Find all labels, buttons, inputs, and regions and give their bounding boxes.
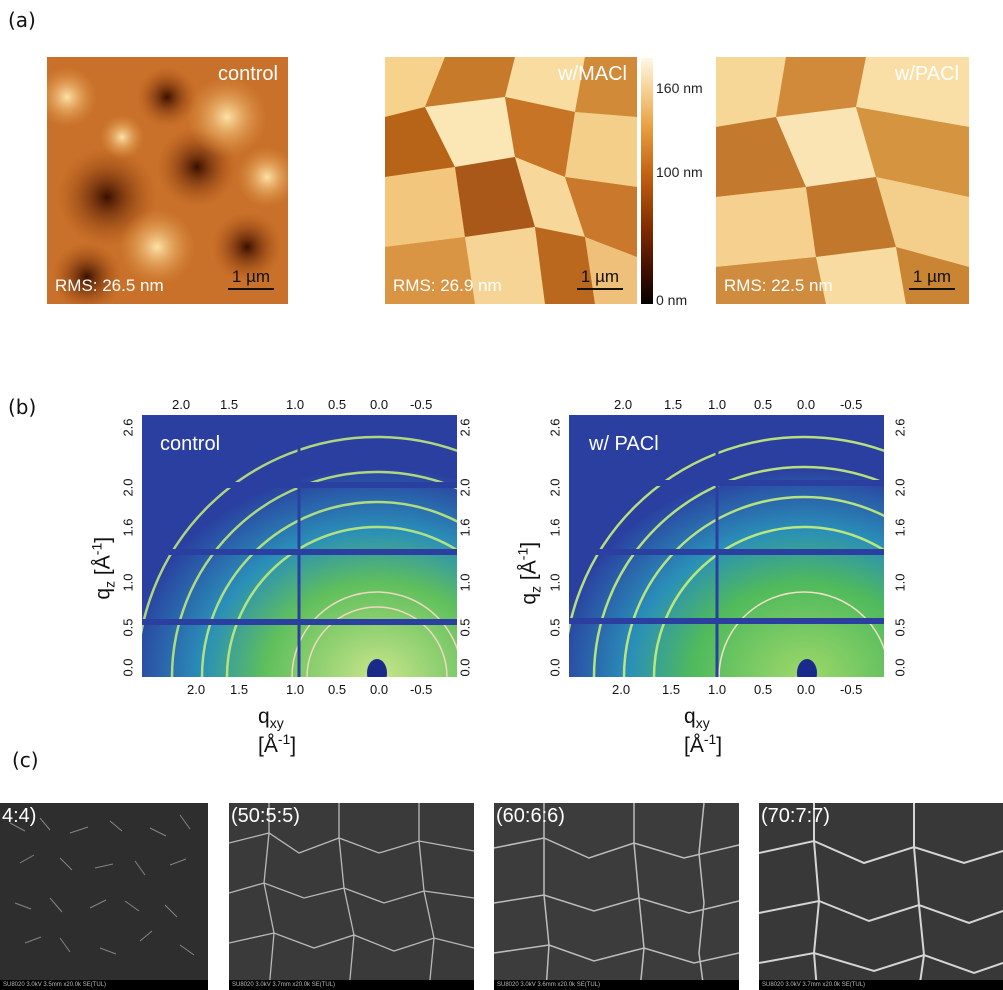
- sem-label: (50:5:5): [231, 805, 300, 827]
- afm-rms: RMS: 22.5 nm: [724, 276, 833, 295]
- sem-label: (60:6:6): [496, 805, 565, 827]
- afm-image-control: control RMS: 26.5 nm 1 µm: [47, 57, 288, 304]
- scale-bar-label: 1 µm: [231, 267, 271, 286]
- sem-image-1: 4:4) SU8020 3.0kV 3.5mm x20.0k SE(TUL): [0, 803, 208, 990]
- x-tick: 2.0: [187, 682, 206, 697]
- x-tick: -0.5: [840, 682, 863, 697]
- sem-label: (70:7:7): [761, 805, 830, 827]
- y-tick: 1.0: [457, 573, 473, 592]
- colorbar-tick-0: 0 nm: [656, 292, 688, 308]
- x-tick: 2.0: [614, 397, 633, 412]
- sem-texture: [0, 803, 208, 990]
- colorbar-tick-160: 160 nm: [656, 80, 703, 96]
- panel-b-label: (b): [8, 395, 37, 419]
- y-tick: 2.6: [892, 418, 908, 437]
- y-tick: 1.6: [547, 518, 563, 537]
- y-tick: 2.6: [120, 418, 136, 437]
- x-tick: -0.5: [840, 397, 863, 412]
- x-tick: 1.5: [230, 682, 249, 697]
- y-tick: 1.0: [547, 573, 563, 592]
- sem-image-2: (50:5:5) SU8020 3.0kV 3.7mm x20.0k SE(TU…: [229, 803, 474, 990]
- y-tick: 1.0: [892, 573, 908, 592]
- x-tick: 2.0: [172, 397, 191, 412]
- giwaxs-map: w/ PACl: [569, 415, 884, 677]
- sem-texture: [494, 803, 739, 990]
- y-tick: 0.5: [120, 618, 136, 637]
- afm-title: control: [217, 63, 278, 85]
- x-tick: 0.0: [797, 682, 816, 697]
- x-axis-label: qxy [Å-1]: [684, 705, 723, 758]
- y-axis-label: qz [Å-1]: [514, 541, 544, 605]
- x-tick: 2.0: [612, 682, 631, 697]
- x-tick: -0.5: [410, 682, 433, 697]
- afm-title: w/MACl: [558, 63, 627, 85]
- sem-footer: SU8020 3.0kV 3.7mm x20.0k SE(TUL): [229, 980, 474, 990]
- y-tick: 1.0: [120, 573, 136, 592]
- y-tick: 2.0: [547, 478, 563, 497]
- afm-image-pacl: w/PACl RMS: 22.5 nm 1 µm: [716, 57, 969, 304]
- y-axis-label: qz [Å-1]: [88, 536, 118, 600]
- y-tick: 0.0: [547, 658, 563, 677]
- giwaxs-pattern: [142, 415, 457, 677]
- x-tick: 0.5: [754, 397, 773, 412]
- x-tick: 0.5: [328, 682, 347, 697]
- y-tick: 1.6: [120, 518, 136, 537]
- x-tick: -0.5: [410, 397, 433, 412]
- y-tick: 2.0: [892, 478, 908, 497]
- x-tick: 1.5: [662, 682, 681, 697]
- x-axis-label: qxy [Å-1]: [258, 705, 297, 758]
- panel-c-label: (c): [12, 748, 39, 772]
- y-tick: 0.5: [547, 618, 563, 637]
- giwaxs-title: w/ PACl: [589, 433, 659, 455]
- x-tick: 0.5: [754, 682, 773, 697]
- sem-texture: [229, 803, 474, 990]
- x-tick: 0.0: [370, 397, 389, 412]
- sem-image-4: (70:7:7) SU8020 3.0kV 3.7mm x20.0k SE(TU…: [759, 803, 1003, 990]
- y-tick: 2.0: [120, 478, 136, 497]
- colorbar-tick-100: 100 nm: [656, 164, 703, 180]
- scale-bar: 1 µm: [577, 268, 623, 290]
- afm-image-macl: w/MACl RMS: 26.9 nm 1 µm: [385, 57, 637, 304]
- x-tick: 0.0: [370, 682, 389, 697]
- afm-texture: [385, 57, 637, 304]
- scale-bar: 1 µm: [228, 268, 274, 290]
- x-tick: 1.0: [286, 397, 305, 412]
- panel-a-label: (a): [8, 8, 36, 32]
- x-tick: 0.0: [797, 397, 816, 412]
- giwaxs-map: control: [142, 415, 457, 677]
- y-tick: 1.6: [457, 518, 473, 537]
- y-tick: 2.6: [547, 418, 563, 437]
- y-tick: 2.0: [457, 478, 473, 497]
- giwaxs-title: control: [160, 433, 221, 455]
- sem-label: 4:4): [2, 805, 37, 827]
- afm-texture: [47, 57, 288, 304]
- x-tick: 1.0: [708, 397, 727, 412]
- sem-footer: SU8020 3.0kV 3.6mm x20.0k SE(TUL): [494, 980, 739, 990]
- x-tick: 1.0: [286, 682, 305, 697]
- afm-rms: RMS: 26.5 nm: [55, 276, 164, 295]
- height-colorbar: [641, 58, 653, 304]
- scale-bar: 1 µm: [909, 268, 955, 290]
- afm-rms: RMS: 26.9 nm: [393, 276, 502, 295]
- sem-footer: SU8020 3.0kV 3.7mm x20.0k SE(TUL): [759, 980, 1003, 990]
- x-tick: 1.5: [664, 397, 683, 412]
- sem-footer: SU8020 3.0kV 3.5mm x20.0k SE(TUL): [0, 980, 208, 990]
- giwaxs-pattern: [569, 415, 884, 677]
- y-tick: 0.5: [892, 618, 908, 637]
- sem-image-3: (60:6:6) SU8020 3.0kV 3.6mm x20.0k SE(TU…: [494, 803, 739, 990]
- scale-bar-label: 1 µm: [580, 267, 620, 286]
- afm-title: w/PACl: [894, 63, 959, 85]
- y-tick: 0.0: [892, 658, 908, 677]
- x-tick: 1.5: [220, 397, 239, 412]
- y-tick: 0.0: [457, 658, 473, 677]
- x-tick: 1.0: [708, 682, 727, 697]
- sem-texture: [759, 803, 1003, 990]
- y-tick: 1.6: [892, 518, 908, 537]
- y-tick: 0.0: [120, 658, 136, 677]
- x-tick: 0.5: [328, 397, 347, 412]
- y-tick: 2.6: [457, 418, 473, 437]
- y-tick: 0.5: [457, 618, 473, 637]
- scale-bar-label: 1 µm: [912, 267, 952, 286]
